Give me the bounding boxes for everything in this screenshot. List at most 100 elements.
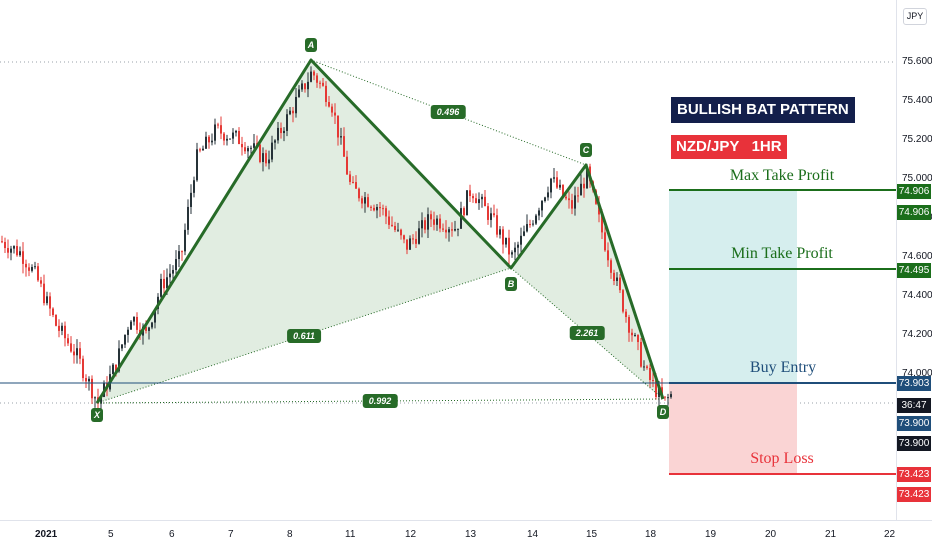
candle-body: [133, 316, 135, 322]
candle-body: [235, 130, 237, 133]
candle-body: [469, 190, 471, 197]
x-tick-label: 2021: [35, 529, 58, 540]
candle-body: [526, 224, 528, 232]
candle-body: [466, 190, 468, 216]
candle-body: [430, 214, 432, 220]
candle-body: [535, 215, 537, 224]
candle-body: [316, 75, 318, 83]
candle-body: [319, 82, 321, 84]
candle-body: [22, 251, 24, 264]
candle-body: [181, 251, 183, 253]
candle-body: [46, 296, 48, 304]
candle-body: [625, 311, 627, 318]
candle-body: [451, 229, 453, 231]
countdown-tag: 36:47: [897, 398, 931, 413]
x-tick-label: 13: [465, 529, 477, 540]
candle-body: [268, 159, 270, 164]
candle-body: [460, 208, 462, 229]
ratio-xd-label: 0.992: [362, 394, 398, 408]
candle-body: [220, 125, 222, 134]
price-tag-max-tp: 74.906: [897, 184, 931, 199]
x-tick-label: 6: [169, 529, 175, 540]
candle-body: [649, 367, 651, 381]
candle-body: [115, 364, 117, 372]
x-tick-label: 5: [108, 529, 114, 540]
candle-body: [121, 344, 123, 349]
candle-body: [517, 244, 519, 248]
candle-body: [295, 96, 297, 114]
candle-body: [322, 82, 324, 86]
candle-body: [100, 396, 102, 404]
candle-body: [583, 183, 585, 189]
candle-body: [385, 208, 387, 217]
x-tick-label: 20: [765, 529, 777, 540]
price-tag-max-tp-2: 74.906: [897, 205, 931, 220]
candle-body: [367, 197, 369, 207]
candle-body: [190, 192, 192, 207]
candle-body: [205, 136, 207, 149]
candle-body: [130, 321, 132, 330]
candle-body: [211, 140, 213, 143]
candle-body: [427, 214, 429, 230]
xb-dotted-line: [96, 267, 512, 404]
candle-body: [253, 143, 255, 148]
candle-body: [559, 184, 561, 188]
buy-entry-label: Buy Entry: [749, 359, 817, 376]
time-scale[interactable]: [0, 520, 932, 550]
price-tag-current-2: 73.900: [897, 436, 931, 451]
candle-body: [448, 229, 450, 233]
candle-body: [355, 182, 357, 189]
candle-body: [136, 316, 138, 330]
candle-body: [247, 148, 249, 152]
candle-body: [70, 343, 72, 352]
candle-body: [574, 195, 576, 209]
y-tick-label: 75.400: [902, 94, 932, 106]
candle-body: [505, 237, 507, 245]
candle-body: [10, 248, 12, 253]
candle-body: [277, 127, 279, 141]
candle-body: [514, 247, 516, 253]
candle-body: [223, 133, 225, 141]
candle-body: [244, 147, 246, 152]
candle-body: [463, 208, 465, 216]
candle-body: [658, 387, 660, 397]
candle-body: [364, 197, 366, 204]
candle-body: [58, 325, 60, 331]
candle-body: [178, 251, 180, 260]
candle-body: [52, 308, 54, 315]
candle-body: [613, 272, 615, 281]
candle-body: [250, 147, 252, 149]
candle-body: [55, 314, 57, 326]
ratio-ac-label: 0.496: [430, 105, 466, 119]
candle-body: [379, 207, 381, 209]
candle-body: [508, 237, 510, 255]
currency-badge[interactable]: JPY: [903, 8, 927, 25]
candle-body: [112, 364, 114, 375]
bcd-triangle-fill: [511, 165, 663, 399]
candle-body: [622, 290, 624, 312]
candle-body: [274, 140, 276, 143]
candle-body: [538, 210, 540, 216]
candle-body: [118, 348, 120, 372]
y-tick-label: 75.600: [902, 56, 932, 67]
price-scale[interactable]: [896, 0, 932, 520]
candle-body: [601, 214, 603, 233]
candle-body: [61, 325, 63, 331]
candle-body: [151, 322, 153, 328]
candle-body: [667, 397, 669, 399]
candle-body: [403, 235, 405, 240]
candle-body: [88, 378, 90, 382]
candle-body: [301, 83, 303, 90]
candle-body: [184, 229, 186, 252]
candle-body: [352, 181, 354, 183]
price-tag-current: 73.900: [897, 416, 931, 431]
candle-body: [415, 238, 417, 244]
candle-body: [436, 218, 438, 225]
x-tick-label: 12: [405, 529, 417, 540]
candle-body: [412, 238, 414, 240]
candle-body: [634, 334, 636, 336]
candle-body: [232, 132, 234, 139]
stop-loss-label: Stop Loss: [750, 450, 814, 467]
